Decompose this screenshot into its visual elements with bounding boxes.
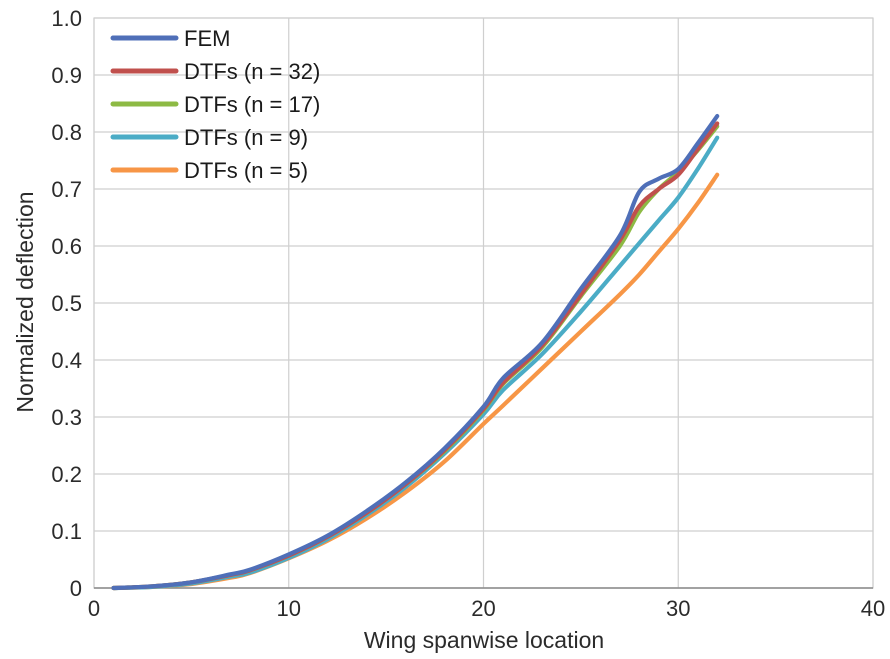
tick-labels: 0 0.1 0.2 0.3 0.4 0.5 0.6 0.7 0.8 0.9 1.0 0 10 20 30 40 xyxy=(51,6,885,621)
grid xyxy=(93,17,874,589)
y-tick-label: 0.4 xyxy=(51,348,82,373)
y-tick-label: 0 xyxy=(70,576,82,601)
x-axis-title: Wing spanwise location xyxy=(364,627,604,653)
legend-label-fem: FEM xyxy=(184,26,230,51)
legend-label-dtfs-n-9: DTFs (n = 9) xyxy=(184,125,308,150)
y-tick-label: 0.6 xyxy=(51,234,82,259)
y-tick-label: 0.8 xyxy=(51,120,82,145)
x-tick-label: 0 xyxy=(88,596,100,621)
y-tick-label: 0.9 xyxy=(51,63,82,88)
series-line-fem xyxy=(111,113,720,591)
y-axis-title: Normalized deflection xyxy=(12,191,38,412)
x-tick-label: 20 xyxy=(471,596,495,621)
series-layer xyxy=(111,113,720,591)
series-line-dtfs-n-9 xyxy=(111,135,720,591)
y-tick-label: 0.3 xyxy=(51,405,82,430)
y-tick-label: 0.2 xyxy=(51,462,82,487)
x-tick-label: 30 xyxy=(666,596,690,621)
legend-label-dtfs-n-17: DTFs (n = 17) xyxy=(184,92,320,117)
y-tick-label: 0.7 xyxy=(51,177,82,202)
y-tick-label: 0.5 xyxy=(51,291,82,316)
x-tick-label: 40 xyxy=(861,596,885,621)
legend: FEM DTFs (n = 32) DTFs (n = 17) DTFs (n = 9… xyxy=(110,26,320,183)
x-tick-label: 10 xyxy=(277,596,301,621)
y-tick-label: 0.1 xyxy=(51,519,82,544)
legend-label-dtfs-n-5: DTFs (n = 5) xyxy=(184,158,308,183)
legend-label-dtfs-n-32: DTFs (n = 32) xyxy=(184,59,320,84)
series-line-dtfs-n-32 xyxy=(111,121,720,591)
y-tick-label: 1.0 xyxy=(51,6,82,31)
series-line-dtfs-n-17 xyxy=(111,124,720,591)
